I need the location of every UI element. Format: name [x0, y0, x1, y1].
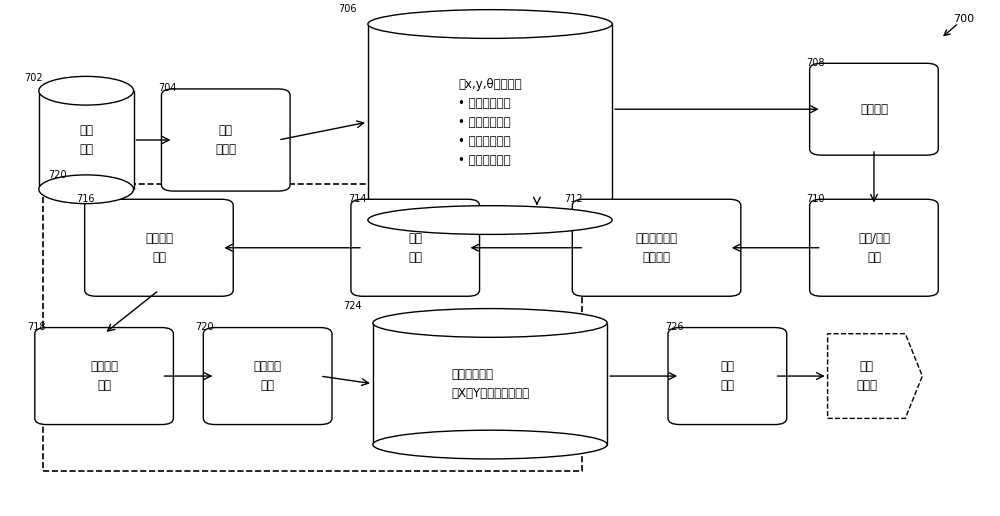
FancyBboxPatch shape: [810, 199, 938, 296]
Text: 捕捉标记
图像: 捕捉标记 图像: [90, 360, 118, 392]
Text: 相机对焦
调整: 相机对焦 调整: [145, 232, 173, 264]
Text: 捕捉全域基板
对准特征: 捕捉全域基板 对准特征: [636, 232, 678, 264]
Bar: [43, 184, 582, 471]
Text: 校准系统: 校准系统: [860, 103, 888, 116]
Text: 724: 724: [343, 301, 362, 311]
Text: （x,y,θ）位置：
• 全域对准标记
• 封装对准标记
• 裸晶对准标记
• 边缘斜面位置: （x,y,θ）位置： • 全域对准标记 • 封装对准标记 • 裸晶对准标记 • …: [458, 77, 522, 167]
FancyBboxPatch shape: [351, 199, 480, 296]
FancyBboxPatch shape: [85, 199, 233, 296]
Text: 客户
数据: 客户 数据: [79, 124, 93, 156]
Ellipse shape: [373, 309, 607, 337]
Text: 720: 720: [195, 322, 214, 332]
Text: 714: 714: [348, 194, 366, 204]
Text: 704: 704: [158, 83, 177, 93]
Text: 测量
高度: 测量 高度: [408, 232, 422, 264]
Text: 装载/卡紧
基板: 装载/卡紧 基板: [858, 232, 890, 264]
Ellipse shape: [368, 10, 612, 38]
FancyBboxPatch shape: [203, 328, 332, 425]
Text: 712: 712: [564, 194, 583, 204]
FancyBboxPatch shape: [572, 199, 741, 296]
FancyBboxPatch shape: [810, 63, 938, 155]
Bar: [39, 91, 134, 189]
FancyBboxPatch shape: [35, 328, 173, 425]
Text: 对准特征
处理: 对准特征 处理: [254, 360, 282, 392]
Text: 718: 718: [27, 322, 45, 332]
FancyBboxPatch shape: [668, 328, 787, 425]
Text: 去往
光刻站: 去往 光刻站: [856, 360, 877, 392]
Text: 726: 726: [665, 322, 684, 332]
Bar: [368, 24, 612, 220]
Text: 700: 700: [953, 14, 974, 24]
Text: 720: 720: [48, 170, 67, 181]
Ellipse shape: [39, 76, 134, 105]
Text: 716: 716: [77, 194, 95, 204]
Ellipse shape: [373, 430, 607, 459]
Polygon shape: [828, 334, 922, 418]
Text: 通用计量文件
（X、Y、旋转、缩放）: 通用计量文件 （X、Y、旋转、缩放）: [451, 368, 529, 400]
Ellipse shape: [368, 206, 612, 234]
Text: 702: 702: [24, 73, 42, 83]
FancyBboxPatch shape: [161, 89, 290, 191]
Text: 708: 708: [807, 58, 825, 68]
Bar: [373, 323, 607, 445]
Text: 710: 710: [807, 194, 825, 204]
Text: 706: 706: [338, 4, 356, 14]
Text: 文件
解析器: 文件 解析器: [215, 124, 236, 156]
Ellipse shape: [39, 175, 134, 204]
Text: 卸载
基板: 卸载 基板: [720, 360, 734, 392]
